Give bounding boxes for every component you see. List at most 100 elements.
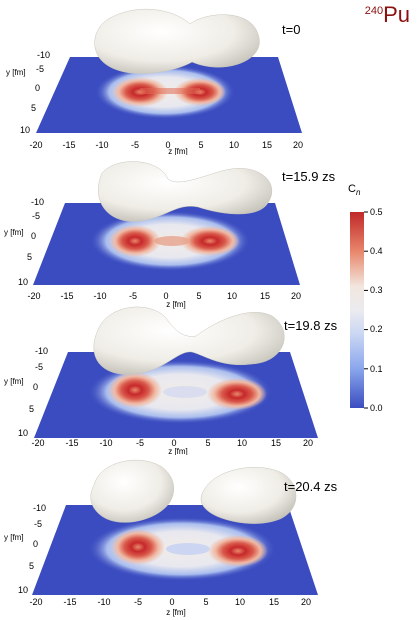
colorbar-tick: 0.4 (370, 246, 383, 256)
z-tick: -15 (65, 438, 78, 448)
y-tick: 0 (33, 539, 38, 549)
mass-number: 240 (364, 5, 384, 17)
y-tick: -10 (37, 50, 50, 60)
z-tick: 15 (262, 140, 272, 150)
y-axis-label: y [fm] (4, 533, 24, 542)
y-tick: 5 (31, 103, 36, 113)
time-label: t=0 (282, 22, 300, 37)
y-tick: 5 (29, 561, 34, 571)
z-tick: 10 (229, 140, 239, 150)
panel-t15-9: t=15.9 zs y [fm] -10 -5 0 5 10 -20 -15 -… (0, 155, 420, 310)
z-tick: 20 (291, 291, 301, 301)
colorbar-tick: 0.1 (370, 364, 383, 374)
y-axis-label: y [fm] (4, 228, 24, 237)
z-tick: -10 (99, 438, 112, 448)
nucleus-surface (93, 306, 285, 375)
z-tick: 15 (269, 597, 279, 607)
z-tick: 5 (205, 438, 210, 448)
z-tick: -5 (136, 438, 144, 448)
panel-svg: t=20.4 zs y [fm] -10 -5 0 5 10 -20 -15 -… (4, 459, 338, 617)
y-tick: -5 (36, 64, 44, 74)
density-hotspot (180, 226, 240, 256)
z-tick: 0 (169, 597, 174, 607)
z-tick: -5 (129, 291, 137, 301)
z-tick: 10 (227, 291, 237, 301)
z-tick: -5 (134, 597, 142, 607)
y-tick: -10 (33, 503, 46, 513)
y-tick: -10 (35, 346, 48, 356)
y-axis-label: y [fm] (4, 377, 24, 386)
y-tick: 0 (35, 83, 40, 93)
y-tick: -10 (31, 197, 44, 207)
panel-svg: t=0 y [fm] -10 -5 0 5 10 -20 -15 -10 -5 … (6, 8, 303, 155)
time-label: t=20.4 zs (284, 479, 338, 494)
density-neck (163, 386, 207, 398)
colorbar-svg: Cn 0.5 0.4 0.3 0.2 0.1 0.0 (348, 183, 383, 413)
y-tick: 10 (18, 428, 28, 438)
time-label: t=19.8 zs (284, 318, 338, 333)
z-tick: -15 (63, 597, 76, 607)
density-neck (154, 236, 190, 246)
density-hotspot (109, 225, 161, 257)
z-tick: 0 (171, 438, 176, 448)
z-tick: 20 (293, 140, 303, 150)
z-tick: 15 (260, 291, 270, 301)
z-tick: 5 (196, 291, 201, 301)
z-axis-label: z [fm] (166, 608, 186, 617)
element-symbol: Pu (383, 2, 410, 27)
density-hotspot (207, 378, 267, 410)
z-axis-label: z [fm] (168, 147, 188, 155)
density-hotspot (108, 372, 162, 408)
y-axis-label: y [fm] (6, 68, 26, 77)
z-tick: 20 (303, 438, 313, 448)
density-neck (140, 88, 200, 94)
z-tick: -10 (95, 140, 108, 150)
density-neck (166, 543, 210, 555)
density-hotspot (208, 535, 268, 567)
z-axis-label: z [fm] (168, 447, 188, 455)
y-tick: 10 (18, 277, 28, 287)
colorbar-tick: 0.2 (370, 324, 383, 334)
panel-svg: t=15.9 zs y [fm] -10 -5 0 5 10 -20 -15 -… (4, 161, 336, 309)
z-tick: 10 (235, 597, 245, 607)
colorbar-gradient (350, 212, 364, 408)
y-tick: 10 (18, 585, 28, 595)
z-tick: -20 (29, 140, 42, 150)
y-tick: 5 (29, 404, 34, 414)
nucleus-title: 240Pu (365, 2, 410, 28)
y-tick: 5 (27, 252, 32, 262)
panel-t19-8: t=19.8 zs y [fm] -10 -5 0 5 10 -20 -15 -… (0, 300, 420, 455)
colorbar-tick: 0.5 (370, 207, 383, 217)
panel-t20-4: t=20.4 zs y [fm] -10 -5 0 5 10 -20 -15 -… (0, 455, 420, 620)
y-tick: 0 (31, 231, 36, 241)
z-tick: 0 (165, 140, 170, 150)
z-axis-label: z [fm] (166, 300, 186, 309)
z-tick: 5 (198, 140, 203, 150)
nucleus-surface (98, 161, 273, 222)
y-tick: 10 (20, 125, 30, 135)
z-tick: -20 (29, 597, 42, 607)
z-tick: 15 (271, 438, 281, 448)
density-hotspot (111, 529, 165, 565)
z-tick: -20 (31, 438, 44, 448)
y-tick: 0 (33, 382, 38, 392)
z-tick: 0 (163, 291, 168, 301)
z-tick: 20 (301, 597, 311, 607)
fragment-left (90, 459, 174, 523)
colorbar-tick: 0.0 (370, 403, 383, 413)
z-tick: -15 (62, 140, 75, 150)
z-tick: -10 (93, 291, 106, 301)
z-tick: -15 (60, 291, 73, 301)
colorbar: Cn 0.5 0.4 0.3 0.2 0.1 0.0 (346, 180, 420, 425)
fragment-right (200, 467, 297, 524)
nucleus-surface (94, 8, 260, 74)
colorbar-ticks: 0.5 0.4 0.3 0.2 0.1 0.0 (364, 207, 383, 413)
colorbar-label: Cn (348, 183, 361, 197)
panel-t0: t=0 y [fm] -10 -5 0 5 10 -20 -15 -10 -5 … (0, 0, 420, 155)
z-tick: 10 (237, 438, 247, 448)
y-tick: -5 (32, 211, 40, 221)
z-tick: -20 (27, 291, 40, 301)
z-tick: 5 (203, 597, 208, 607)
z-tick: -10 (97, 597, 110, 607)
y-tick: -5 (34, 519, 42, 529)
